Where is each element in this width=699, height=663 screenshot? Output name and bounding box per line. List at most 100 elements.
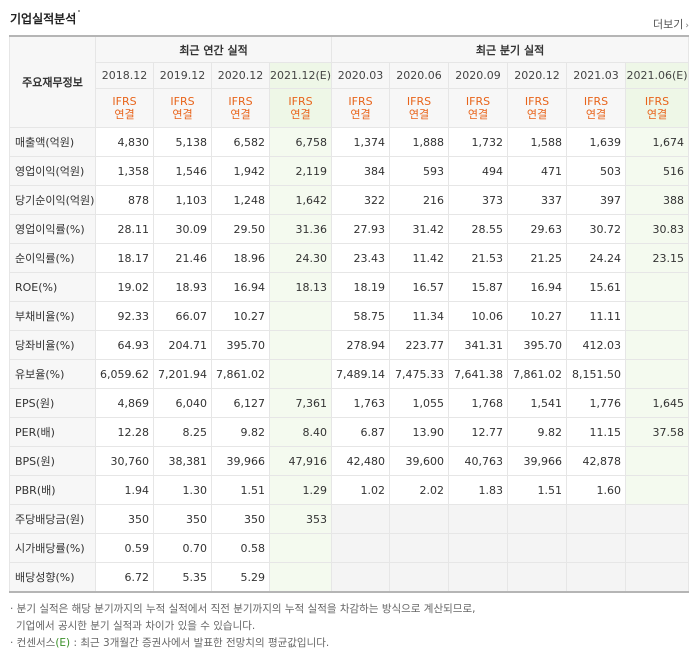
value-cell: 1.29 <box>268 475 333 505</box>
value-cell: 6,040 <box>153 388 212 418</box>
value-cell: 1,103 <box>153 185 212 215</box>
table-row: PBR(배) 1.94 1.30 1.51 1.29 1.02 2.02 1.83 1.51 1.… <box>9 475 690 505</box>
ifrs-label: IFRS 연결 <box>389 88 450 128</box>
period-header: 2020.03 <box>331 62 391 89</box>
value-cell: 341.31 <box>448 330 509 360</box>
table-row: 주당배당금(원) 350 350 350 353 <box>9 504 690 534</box>
value-cell: 1,645 <box>625 388 690 418</box>
value-cell: 1.83 <box>448 475 509 505</box>
row-label: 순이익률(%) <box>9 243 96 273</box>
value-cell: 7,861.02 <box>211 359 270 389</box>
ifrs-label: IFRS 연결 <box>507 88 568 128</box>
value-cell: 5.29 <box>211 562 270 593</box>
table-row: BPS(원) 30,760 38,381 39,966 47,916 42,480 39,6… <box>9 446 690 476</box>
row-label: PER(배) <box>9 417 96 447</box>
ifrs-label: IFRS 연결 <box>448 88 509 128</box>
value-cell: 0.59 <box>95 533 154 563</box>
footnote-1: · 분기 실적은 해당 분기까지의 누적 실적에서 직전 분기까지의 누적 실적… <box>10 603 476 615</box>
value-cell: 42,480 <box>331 446 391 476</box>
more-link[interactable]: 더보기 › <box>653 18 689 31</box>
value-cell: 593 <box>389 156 450 186</box>
value-cell <box>566 533 627 563</box>
value-cell: 322 <box>331 185 391 215</box>
table-row: 배당성향(%) 6.72 5.35 5.29 <box>9 562 690 593</box>
chevron-right-icon: › <box>685 21 689 31</box>
value-cell: 11.42 <box>389 243 450 273</box>
value-cell: 31.36 <box>268 214 333 244</box>
value-cell: 412.03 <box>566 330 627 360</box>
value-cell <box>268 359 333 389</box>
value-cell: 40,763 <box>448 446 509 476</box>
value-cell: 6,582 <box>211 127 270 157</box>
value-cell: 13.90 <box>389 417 450 447</box>
value-cell: 31.42 <box>389 214 450 244</box>
value-cell: 1,776 <box>566 388 627 418</box>
value-cell <box>625 533 690 563</box>
row-label: ROE(%) <box>9 272 96 302</box>
value-cell <box>566 504 627 534</box>
value-cell <box>448 562 509 593</box>
value-cell: 11.15 <box>566 417 627 447</box>
value-cell <box>268 562 333 593</box>
value-cell <box>507 504 568 534</box>
value-cell: 395.70 <box>211 330 270 360</box>
value-cell: 1.60 <box>566 475 627 505</box>
value-cell: 18.17 <box>95 243 154 273</box>
value-cell: 397 <box>566 185 627 215</box>
value-cell: 37.58 <box>625 417 690 447</box>
period-header: 2019.12 <box>153 62 212 89</box>
value-cell: 4,830 <box>95 127 154 157</box>
value-cell: 471 <box>507 156 568 186</box>
value-cell: 494 <box>448 156 509 186</box>
value-cell: 1.02 <box>331 475 391 505</box>
row-label: 유보율(%) <box>9 359 96 389</box>
table-row: 매출액(억원) 4,830 5,138 6,582 6,758 1,374 1,888 1,7… <box>9 127 690 157</box>
value-cell: 23.15 <box>625 243 690 273</box>
value-cell <box>625 272 690 302</box>
value-cell: 1.51 <box>211 475 270 505</box>
value-cell <box>625 475 690 505</box>
value-cell: 39,600 <box>389 446 450 476</box>
value-cell: 16.57 <box>389 272 450 302</box>
value-cell: 8.40 <box>268 417 333 447</box>
value-cell: 38,381 <box>153 446 212 476</box>
value-cell <box>389 533 450 563</box>
period-header: 2020.12 <box>507 62 568 89</box>
value-cell: 9.82 <box>211 417 270 447</box>
value-cell: 16.94 <box>211 272 270 302</box>
value-cell <box>625 504 690 534</box>
value-cell: 516 <box>625 156 690 186</box>
period-header: 2021.12(E) <box>268 62 333 89</box>
row-label: 영업이익(억원) <box>9 156 96 186</box>
value-cell: 21.53 <box>448 243 509 273</box>
value-cell <box>331 562 391 593</box>
value-cell: 18.96 <box>211 243 270 273</box>
value-cell: 1,888 <box>389 127 450 157</box>
period-header: 2020.09 <box>448 62 509 89</box>
value-cell: 19.02 <box>95 272 154 302</box>
value-cell: 278.94 <box>331 330 391 360</box>
value-cell: 7,861.02 <box>507 359 568 389</box>
value-cell: 1,768 <box>448 388 509 418</box>
table-row: 당기순이익(억원) 878 1,103 1,248 1,642 322 216 373 337 3… <box>9 185 690 215</box>
value-cell: 384 <box>331 156 391 186</box>
value-cell: 878 <box>95 185 154 215</box>
value-cell: 1,248 <box>211 185 270 215</box>
period-header: 2018.12 <box>95 62 154 89</box>
value-cell: 1.94 <box>95 475 154 505</box>
value-cell <box>507 562 568 593</box>
value-cell: 353 <box>268 504 333 534</box>
value-cell: 1,546 <box>153 156 212 186</box>
value-cell: 30.09 <box>153 214 212 244</box>
value-cell: 39,966 <box>507 446 568 476</box>
value-cell: 29.50 <box>211 214 270 244</box>
quarter-group-header: 최근 분기 실적 <box>331 35 690 63</box>
value-cell: 2,119 <box>268 156 333 186</box>
value-cell: 503 <box>566 156 627 186</box>
table-row: 순이익률(%) 18.17 21.46 18.96 24.30 23.43 11.42 21.… <box>9 243 690 273</box>
value-cell: 6,127 <box>211 388 270 418</box>
value-cell: 2.02 <box>389 475 450 505</box>
value-cell <box>625 446 690 476</box>
value-cell: 18.13 <box>268 272 333 302</box>
value-cell: 337 <box>507 185 568 215</box>
